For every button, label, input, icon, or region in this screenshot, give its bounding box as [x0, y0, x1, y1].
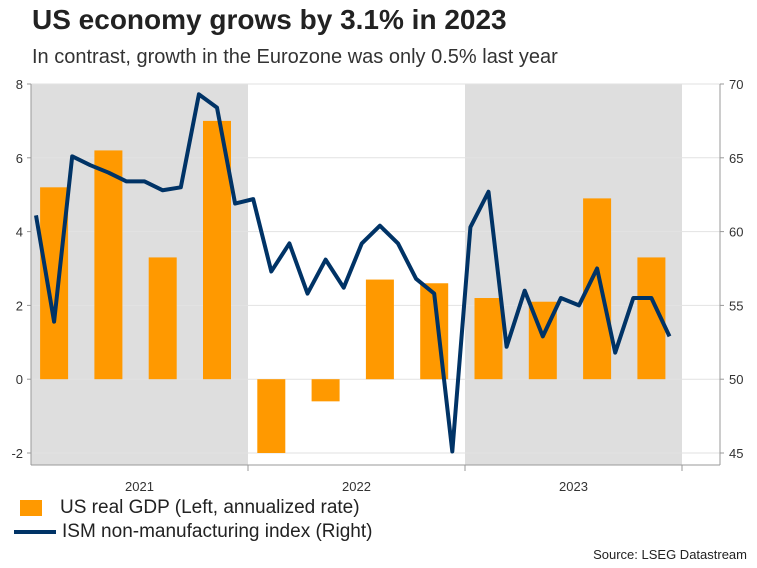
chart-title: US economy grows by 3.1% in 2023: [32, 4, 507, 35]
gdp-bar-2023-Q1: [474, 298, 503, 380]
gdp-bar-2021-Q2: [94, 150, 123, 380]
legend-label-ism: ISM non-manufacturing index (Right): [62, 521, 373, 542]
gdp-bar-2022-Q3: [365, 279, 394, 380]
right-tick-label: 65: [729, 151, 743, 166]
left-tick-label: 6: [16, 151, 23, 166]
left-tick-label: 2: [16, 298, 23, 313]
ism-line: [34, 92, 672, 454]
right-tick-label: 50: [729, 372, 743, 387]
right-tick-label: 55: [729, 298, 743, 313]
gdp-bar-2022-Q2: [311, 379, 340, 402]
legend-item-gdp: US real GDP (Left, annualized rate): [20, 497, 360, 519]
left-tick-label: 4: [16, 225, 23, 240]
legend-swatch-line: [14, 530, 56, 534]
left-tick-label: -2: [11, 446, 23, 461]
x-tick-label: 2022: [342, 479, 371, 494]
chart-subtitle: In contrast, growth in the Eurozone was …: [32, 46, 558, 68]
right-tick-label: 45: [729, 446, 743, 461]
right-tick-label: 70: [729, 77, 743, 92]
gdp-bar-2022-Q1: [257, 379, 286, 453]
x-tick-label: 2023: [559, 479, 588, 494]
left-tick-label: 0: [16, 372, 23, 387]
source-note: Source: LSEG Datastream: [593, 547, 747, 562]
legend-label-gdp: US real GDP (Left, annualized rate): [60, 497, 360, 518]
legend-swatch-bar: [20, 500, 42, 516]
legend-item-ism: ISM non-manufacturing index (Right): [14, 521, 372, 543]
x-tick-label: 2021: [125, 479, 154, 494]
right-tick-label: 60: [729, 225, 743, 240]
left-tick-label: 8: [16, 77, 23, 92]
gdp-bar-2021-Q3: [148, 257, 177, 380]
